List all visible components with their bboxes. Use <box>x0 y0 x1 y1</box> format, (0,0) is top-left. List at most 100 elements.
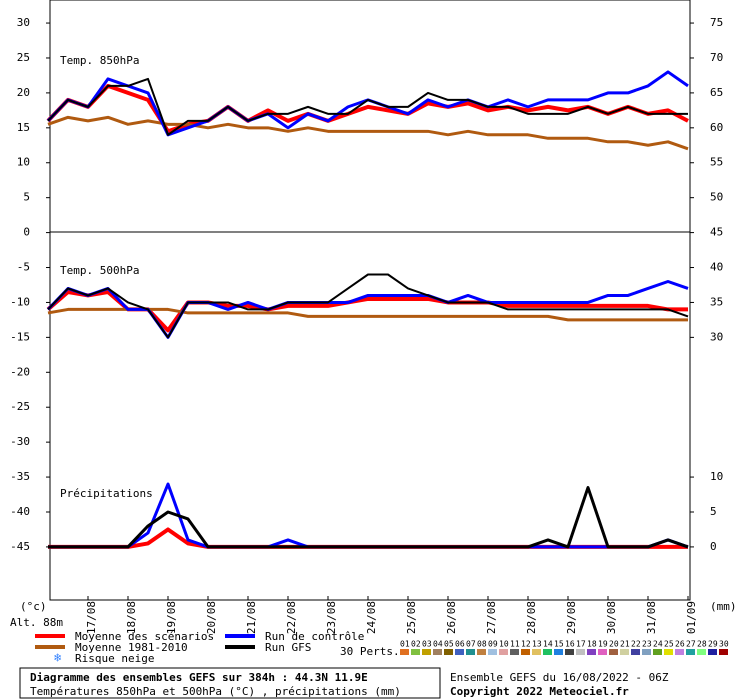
panel-title: Temp. 850hPa <box>60 54 139 67</box>
perturbation-swatch <box>697 649 706 655</box>
perturbation-label: 26 <box>675 640 685 649</box>
snow-icon: ❄ <box>54 651 61 665</box>
perts-label: 30 Perts. <box>340 645 400 658</box>
y2-tick-label: 35 <box>710 295 723 308</box>
perturbation-swatch <box>554 649 563 655</box>
perturbation-swatch <box>400 649 409 655</box>
perturbation-label: 21 <box>620 640 630 649</box>
y-tick-label: -25 <box>10 400 30 413</box>
perturbation-label: 10 <box>499 640 509 649</box>
y-tick-label: 10 <box>17 156 30 169</box>
perturbation-label: 08 <box>477 640 487 649</box>
y2-tick-label: 50 <box>710 191 723 204</box>
perturbation-label: 07 <box>466 640 476 649</box>
y-unit: (°c) <box>20 600 47 613</box>
y2-tick-label: 0 <box>710 540 717 553</box>
perturbation-swatch <box>565 649 574 655</box>
perturbation-swatch <box>444 649 453 655</box>
footer-copyright: Copyright 2022 Meteociel.fr <box>450 685 629 698</box>
perturbation-label: 09 <box>488 640 498 649</box>
series-line <box>48 486 689 549</box>
perturbation-label: 05 <box>444 640 454 649</box>
x-tick-label: 01/09 <box>685 601 698 634</box>
y2-tick-label: 75 <box>710 16 723 29</box>
perturbation-swatch <box>631 649 640 655</box>
perturbation-swatch <box>642 649 651 655</box>
series-line <box>47 115 689 151</box>
perturbation-label: 04 <box>433 640 443 649</box>
x-tick-label: 24/08 <box>365 601 378 634</box>
perturbation-label: 03 <box>422 640 432 649</box>
perturbation-swatch <box>422 649 431 655</box>
perturbation-label: 11 <box>510 640 520 649</box>
x-tick-label: 22/08 <box>285 601 298 634</box>
perturbation-label: 12 <box>521 640 531 649</box>
perturbation-label: 27 <box>686 640 696 649</box>
series-line <box>47 77 688 136</box>
y-tick-label: -30 <box>10 435 30 448</box>
perturbation-label: 17 <box>576 640 586 649</box>
x-tick-label: 27/08 <box>485 601 498 634</box>
x-tick-label: 19/08 <box>165 601 178 634</box>
y2-tick-label: 5 <box>710 505 717 518</box>
perturbation-swatch <box>587 649 596 655</box>
x-tick-label: 31/08 <box>645 601 658 634</box>
perturbation-swatch <box>411 649 420 655</box>
perturbation-label: 29 <box>708 640 718 649</box>
y-tick-label: -40 <box>10 505 30 518</box>
perturbation-swatch <box>455 649 464 655</box>
x-tick-label: 30/08 <box>605 601 618 634</box>
x-tick-label: 21/08 <box>245 601 258 634</box>
perturbation-swatch <box>620 649 629 655</box>
y-tick-label: -35 <box>10 470 30 483</box>
y2-tick-label: 40 <box>710 261 723 274</box>
perturbation-swatch <box>653 649 662 655</box>
perturbation-label: 15 <box>554 640 564 649</box>
perturbation-label: 18 <box>587 640 597 649</box>
y-tick-label: -5 <box>17 261 30 274</box>
perturbation-label: 19 <box>598 640 608 649</box>
perturbation-label: 30 <box>719 640 729 649</box>
perturbation-swatch <box>521 649 530 655</box>
y-tick-label: -15 <box>10 330 30 343</box>
x-tick-label: 20/08 <box>205 601 218 634</box>
perturbation-swatch <box>488 649 497 655</box>
perturbation-swatch <box>477 649 486 655</box>
footer-title: Diagramme des ensembles GEFS sur 384h : … <box>30 671 368 684</box>
y-tick-label: 25 <box>17 51 30 64</box>
y2-tick-label: 10 <box>710 470 723 483</box>
perturbation-swatch <box>466 649 475 655</box>
perturbation-swatch <box>510 649 519 655</box>
perturbation-swatch <box>499 649 508 655</box>
x-tick-label: 25/08 <box>405 601 418 634</box>
x-tick-label: 29/08 <box>565 601 578 634</box>
legend-label: Moyenne des scénarios <box>75 630 214 643</box>
perturbation-label: 01 <box>400 640 410 649</box>
y-tick-label: 15 <box>17 121 30 134</box>
perturbation-swatch <box>708 649 717 655</box>
y-tick-label: 5 <box>23 191 30 204</box>
y-tick-label: -10 <box>10 295 30 308</box>
perturbation-label: 23 <box>642 640 652 649</box>
y-tick-label: 0 <box>23 226 30 239</box>
footer-box <box>19 667 441 699</box>
plot-frame <box>49 0 691 601</box>
panel-title: Précipitations <box>60 487 153 500</box>
perturbation-label: 28 <box>697 640 707 649</box>
panel-title: Temp. 500hPa <box>60 264 139 277</box>
perturbation-label: 25 <box>664 640 674 649</box>
x-tick-label: 18/08 <box>125 601 138 634</box>
x-tick-label: 26/08 <box>445 601 458 634</box>
perturbation-swatch <box>609 649 618 655</box>
perturbation-swatch <box>532 649 541 655</box>
perturbation-swatch <box>576 649 585 655</box>
legend-label: Risque neige <box>75 652 154 665</box>
series-line <box>47 273 689 339</box>
perturbation-label: 14 <box>543 640 553 649</box>
footer-run: Ensemble GEFS du 16/08/2022 - 06Z <box>450 671 669 684</box>
y2-tick-label: 30 <box>710 330 723 343</box>
y2-tick-label: 45 <box>710 226 723 239</box>
perturbation-swatch <box>664 649 673 655</box>
series-line <box>47 307 688 322</box>
